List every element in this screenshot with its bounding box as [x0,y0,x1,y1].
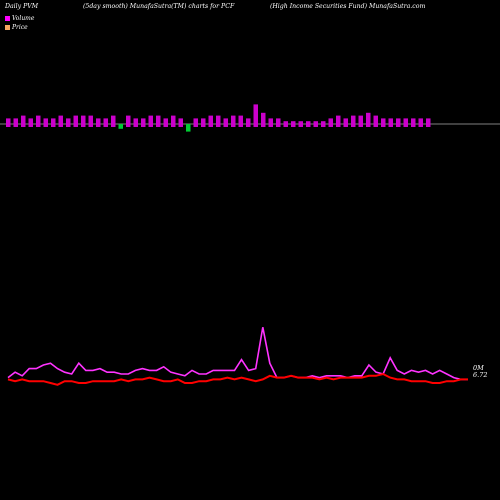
volume-bar [276,118,281,127]
volume-bar [43,118,48,127]
volume-bar [231,115,236,127]
volume-bar [313,121,318,127]
volume-bar [403,118,408,127]
legend-item-volume: Volume [5,14,34,23]
volume-bar [306,121,311,127]
volume-bar [268,118,273,127]
price-line [7,372,468,386]
legend-swatch-price [5,25,10,30]
volume-bar [73,115,78,127]
legend-item-price: Price [5,23,34,32]
volume-bar [88,115,93,127]
volume-bar [298,121,303,127]
volume-bar [36,115,41,127]
chart-header-left: Daily PVM [5,3,39,10]
volume-bar [171,115,176,127]
volume-bar [351,115,356,127]
volume-bar [208,115,213,127]
volume-bar [343,118,348,127]
volume-bar [396,118,401,127]
volume-bar [51,118,56,127]
volume-bar [201,118,206,127]
volume-bar [103,118,108,127]
volume-bar [58,115,63,127]
volume-bar [418,118,423,127]
volume-bar [381,118,386,127]
volume-bar [178,118,183,127]
end-label-volume: 0M [473,364,484,372]
volume-bar [283,121,288,127]
volume-bar [321,121,326,127]
volume-bar [358,115,363,127]
volume-bar [156,115,161,127]
volume-bar [141,118,146,127]
volume-bar [366,112,371,127]
volume-bar [186,124,191,132]
volume-bar [118,124,123,129]
pvm-line [7,327,468,381]
volume-bar [66,118,71,127]
end-label-price: 6.72 [473,371,487,379]
volume-bar [28,118,33,127]
volume-bar [6,118,11,127]
volume-bar [373,115,378,127]
chart-header-mid: (5day smooth) MunafaSutra(TM) charts for… [83,3,235,10]
legend-swatch-volume [5,16,10,21]
volume-bar [126,115,131,127]
legend-label-volume: Volume [12,15,35,22]
volume-bar [193,118,198,127]
volume-bar [388,118,393,127]
volume-bar [336,115,341,127]
volume-bar [148,115,153,127]
volume-bar [291,121,296,127]
volume-bar [261,112,266,127]
volume-bar [21,115,26,127]
volume-bar [163,118,168,127]
volume-bar [133,118,138,127]
volume-bar [253,104,258,127]
chart-header-right: (High Income Securities Fund) MunafaSutr… [270,3,426,10]
volume-bar [81,115,86,127]
legend-label-price: Price [12,24,28,31]
volume-bar [111,115,116,127]
volume-bar [328,118,333,127]
volume-bar [246,118,251,127]
volume-bar [426,118,431,127]
volume-bar [223,118,228,127]
volume-bar [238,115,243,127]
volume-bar [13,118,18,127]
volume-bar [411,118,416,127]
volume-bar [216,115,221,127]
legend: Volume Price [5,14,34,32]
volume-bar [96,118,101,127]
